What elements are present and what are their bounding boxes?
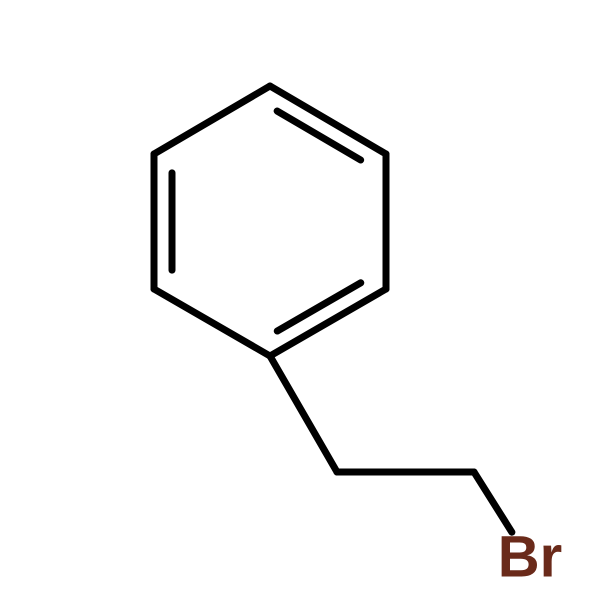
chemical-structure-diagram: Br (0, 0, 600, 600)
bond-C6-C1 (154, 86, 270, 154)
atom-label-br: Br (498, 524, 562, 589)
bond-C8-Br (474, 472, 512, 532)
bond-C4-C5 (154, 289, 270, 356)
bond-C4-C7 (270, 356, 337, 472)
